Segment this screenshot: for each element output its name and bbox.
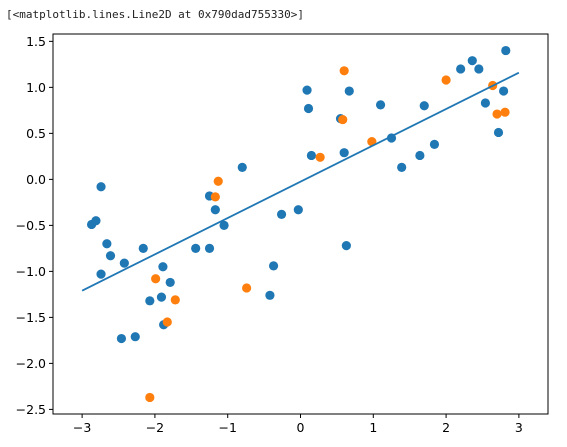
x-tick-label: −3: [73, 420, 91, 435]
scatter-point: [119, 258, 129, 268]
y-tick-label: 0.5: [26, 126, 46, 141]
x-tick-label: 2: [442, 420, 450, 435]
scatter-point: [151, 274, 161, 284]
scatter-point: [170, 295, 180, 305]
scatter-point: [306, 150, 317, 161]
scatter-point: [105, 251, 116, 261]
scatter-point: [375, 100, 386, 110]
axes-ticks: −3 −2 −1 0 1 2 3 −2.5 −2.0 −1.5 −1.0 −0.5 0.0 0.5 1.0 1…: [16, 34, 523, 435]
y-tick-label: −0.5: [16, 218, 46, 233]
scatter-series-1: [145, 66, 510, 403]
y-tick-label: −2.0: [16, 356, 46, 371]
scatter-point: [474, 64, 484, 74]
scatter-point: [338, 114, 348, 125]
scatter-point: [397, 162, 407, 173]
scatter-point: [341, 241, 351, 251]
scatter-point: [91, 216, 101, 226]
scatter-point: [293, 205, 303, 215]
scatter-point: [102, 239, 112, 249]
y-tick-label: 1.5: [26, 34, 46, 49]
scatter-point: [210, 192, 220, 202]
y-tick-label: 1.0: [26, 80, 46, 95]
scatter-point: [162, 317, 172, 327]
scatter-point: [303, 103, 314, 114]
scatter-point: [219, 220, 229, 230]
scatter-point: [500, 107, 510, 117]
scatter-point: [158, 262, 168, 272]
y-tick-label: −1.5: [16, 310, 46, 325]
scatter-point: [415, 150, 425, 161]
series-layer: [81, 45, 520, 403]
y-tick-label: −2.5: [16, 402, 46, 417]
scatter-point: [242, 283, 252, 293]
scatter-point: [501, 45, 511, 56]
scatter-point: [339, 66, 349, 76]
x-tick-label: 0: [297, 420, 305, 435]
scatter-point: [145, 392, 155, 403]
scatter-point: [96, 269, 106, 279]
scatter-series-0: [86, 45, 511, 344]
scatter-point: [191, 243, 201, 253]
scatter-point: [419, 101, 429, 111]
scatter-point: [96, 182, 106, 192]
scatter-point: [492, 109, 502, 119]
scatter-point: [344, 86, 354, 96]
scatter-point: [302, 85, 312, 95]
scatter-point: [268, 261, 279, 271]
scatter-point: [138, 243, 148, 253]
scatter-point: [265, 290, 275, 300]
scatter-point: [480, 98, 490, 108]
scatter-point: [456, 64, 466, 74]
y-tick-label: 0.0: [26, 172, 46, 187]
scatter-point: [204, 243, 215, 253]
scatter-point: [467, 56, 477, 66]
fit-line: [81, 71, 520, 292]
scatter-point: [493, 127, 504, 138]
plot-frame: [52, 33, 549, 415]
scatter-point: [130, 332, 140, 342]
scatter-point: [441, 75, 451, 85]
cell-output-text: [<matplotlib.lines.Line2D at 0x790dad755…: [6, 8, 305, 21]
scatter-point: [429, 139, 440, 150]
x-tick-label: 1: [369, 420, 377, 435]
scatter-point: [116, 333, 127, 344]
y-tick-label: −1.0: [16, 264, 46, 279]
scatter-point: [165, 277, 175, 288]
scatter-point: [145, 296, 155, 306]
x-tick-label: 3: [515, 420, 523, 435]
x-tick-label: −2: [146, 420, 164, 435]
x-tick-label: −1: [218, 420, 236, 435]
scatter-point: [210, 205, 220, 215]
scatter-point: [499, 86, 509, 96]
plot-area-frame: [52, 33, 549, 415]
scatter-point: [339, 148, 349, 158]
scatter-point: [276, 209, 287, 219]
scatter-point: [237, 162, 247, 173]
scatter-point: [156, 292, 167, 302]
scatter-point: [315, 152, 325, 162]
scatter-point: [213, 176, 223, 186]
